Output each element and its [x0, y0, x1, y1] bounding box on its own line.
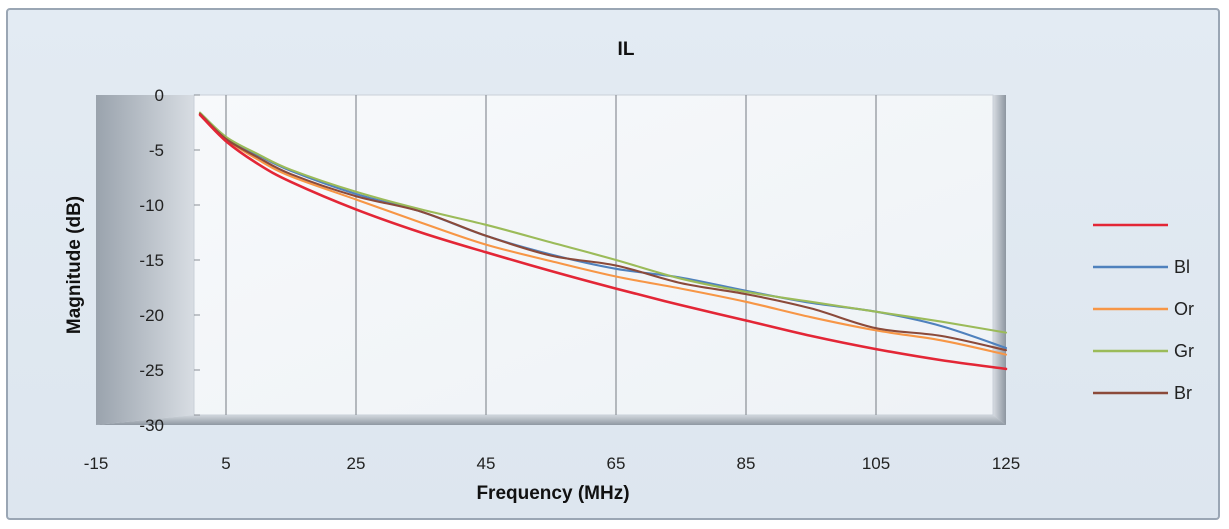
- y-tick-label: 0: [155, 86, 164, 105]
- y-tick-label: -30: [139, 416, 164, 435]
- chart-svg: 0 -5 -10 -15 -20 -25 -30 -15 5 25 45 65 85 105 125 Bl…: [64, 39, 1194, 504]
- series-line-gr: [198, 111, 1008, 334]
- series-lines: [198, 111, 1008, 371]
- x-tick-labels: -15 5 25 45 65 85 105 125: [84, 454, 1020, 473]
- legend-label: Br: [1174, 383, 1192, 403]
- legend-label: Gr: [1174, 341, 1194, 361]
- series-line-reference: [198, 113, 1008, 371]
- plot-area: [193, 94, 994, 416]
- y-tick-label: -25: [139, 361, 164, 380]
- series-line-br: [198, 112, 1008, 352]
- plot-left-wall: [96, 95, 194, 425]
- x-tick-label: 25: [347, 454, 366, 473]
- chart-title: IL: [618, 39, 635, 60]
- series-line-or: [198, 112, 1008, 356]
- legend-label: Or: [1174, 299, 1194, 319]
- x-tick-label: 65: [607, 454, 626, 473]
- y-tick-label: -5: [149, 141, 164, 160]
- x-tick-label: 105: [862, 454, 890, 473]
- y-tick-labels: 0 -5 -10 -15 -20 -25 -30: [139, 86, 164, 435]
- y-axis-title: Magnitude (dB): [64, 196, 85, 334]
- legend: Bl Or Gr Br: [1093, 223, 1194, 403]
- y-tick-label: -20: [139, 306, 164, 325]
- x-axis-title: Frequency (MHz): [476, 483, 629, 504]
- chart-frame: 0 -5 -10 -15 -20 -25 -30 -15 5 25 45 65 85 105 125 Bl…: [6, 8, 1220, 520]
- x-tick-label: 5: [221, 454, 230, 473]
- x-tick-label: 125: [992, 454, 1020, 473]
- y-tick-label: -10: [139, 196, 164, 215]
- x-tick-label: 85: [737, 454, 756, 473]
- plot-floor: [96, 415, 1006, 425]
- plot-right-wall: [993, 95, 1006, 425]
- grid-lines: [194, 94, 877, 416]
- x-tick-label: -15: [84, 454, 109, 473]
- legend-label: Bl: [1174, 257, 1190, 277]
- y-tick-label: -15: [139, 251, 164, 270]
- x-tick-label: 45: [477, 454, 496, 473]
